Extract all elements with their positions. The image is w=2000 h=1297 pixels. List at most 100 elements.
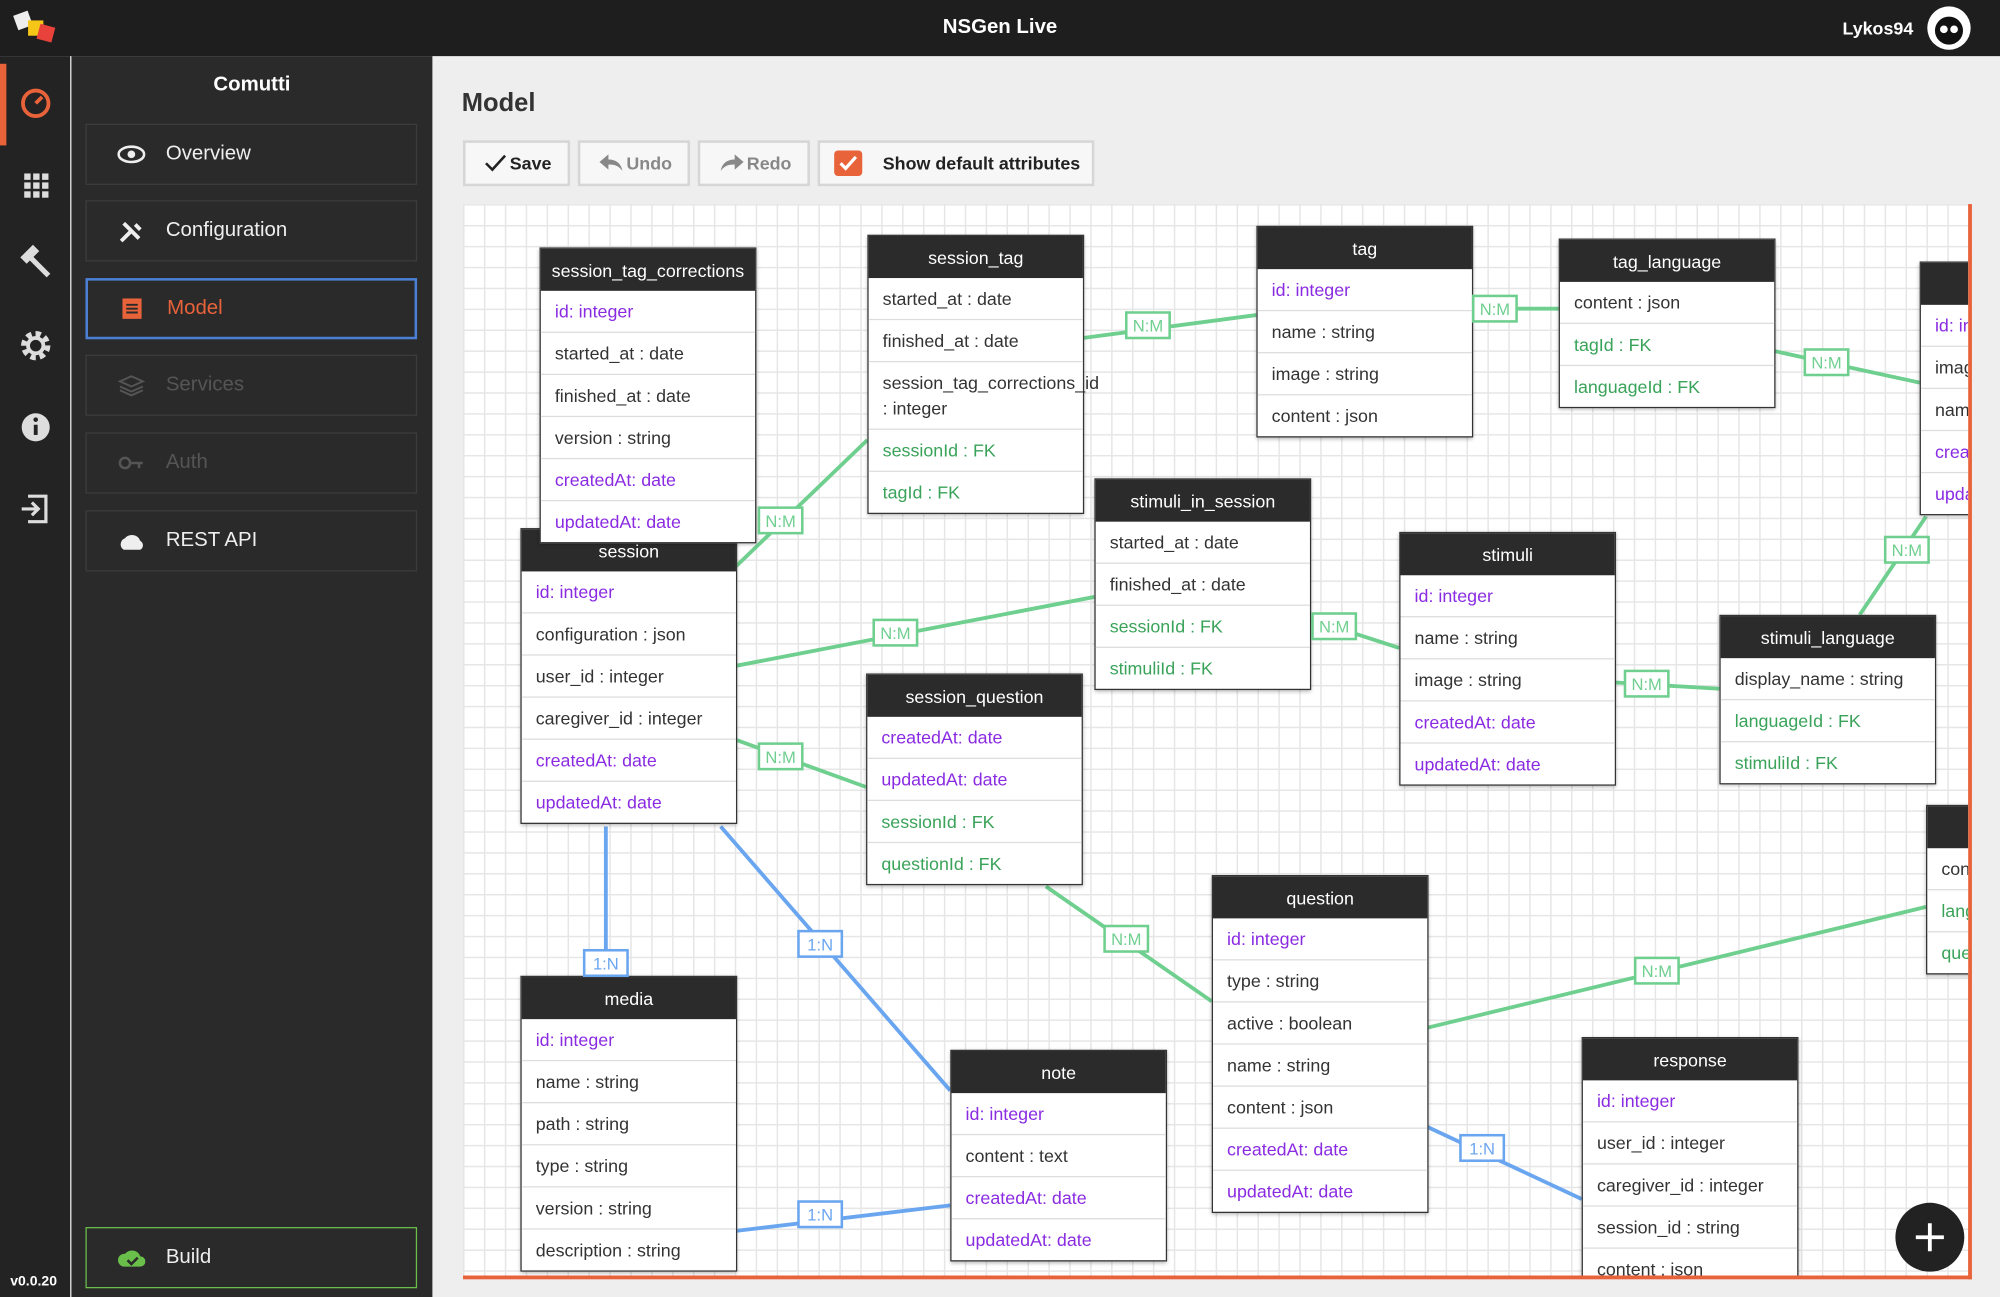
entity-field: createdAt: date <box>521 740 736 782</box>
entity-field: display_name : string <box>1720 658 1935 701</box>
entity-field: createdAt: date <box>1400 702 1615 744</box>
entity[interactable]: note id: integer content : text createdAt: … <box>950 1049 1168 1262</box>
entity[interactable]: session_tag started_at : date finished_at … <box>867 234 1099 515</box>
project-name: Comutti <box>213 73 291 96</box>
entity[interactable]: id: integerimage : stringname : stringcr… <box>1919 261 1969 516</box>
entity-field: image : string <box>1257 353 1472 396</box>
entity-field: started_at : date <box>540 333 756 375</box>
nav-item[interactable]: Configuration <box>85 200 418 262</box>
nav-icon <box>118 456 143 470</box>
save-button[interactable]: Save <box>463 140 571 187</box>
entity[interactable]: media id: integer name : string path : stri… <box>520 975 738 1272</box>
entity[interactable]: session_tag_corrections id: integer starte… <box>539 247 757 544</box>
relation-line <box>1308 616 1400 650</box>
entity-field: createdAt: date <box>867 717 1082 759</box>
nav-icon <box>117 145 146 164</box>
nav-item[interactable]: Model <box>85 278 418 340</box>
entity-field: user_id : integer <box>1582 1122 1798 1165</box>
entity[interactable]: content : jsonlanguageId : FK questionId … <box>1926 804 1972 975</box>
settings-icon[interactable] <box>21 330 51 361</box>
relation-line <box>1044 884 1213 1003</box>
entity-field: languageId : FK <box>1573 376 1701 397</box>
nav-item[interactable]: REST API <box>85 510 418 572</box>
redo-label: Redo <box>746 153 792 174</box>
entity-field: updatedAt: date <box>965 1229 1092 1250</box>
nav-label: Overview <box>165 142 251 165</box>
entity-field: content : json <box>1596 1258 1704 1280</box>
entity[interactable]: response id: integer user_id : integer care… <box>1581 1036 1799 1280</box>
entity-field: configuration : json <box>521 614 736 656</box>
entity-field: id: integer <box>1257 269 1472 312</box>
app-title: NSGen Live <box>942 16 1058 39</box>
entity-field: tagId : FK <box>882 482 961 503</box>
entity-field: sessionId : FK <box>868 430 1083 472</box>
relation-line <box>1858 515 1928 616</box>
entity-field: started_at : date <box>868 278 1083 321</box>
entity-field: questionId : FK <box>881 853 1002 874</box>
nav-label: Model <box>167 297 223 319</box>
entity[interactable]: session id: integer configuration : json us… <box>520 528 738 824</box>
entity[interactable]: session_question createdAt: date updatedAt… <box>866 673 1083 886</box>
entity[interactable]: stimuli_language display_name : string lan… <box>1719 614 1937 785</box>
entity-name: stimuli <box>1400 533 1615 576</box>
avatar[interactable] <box>1926 5 1972 51</box>
icon-bar: v0.0.20 <box>0 56 71 1297</box>
entity-field: session_id : string <box>1582 1207 1798 1249</box>
undo-icon <box>599 154 623 171</box>
nav-item: Auth <box>85 432 418 494</box>
entity[interactable]: tag id: integer name : string image : strin… <box>1256 225 1474 438</box>
entity-field: updatedAt: date <box>1934 483 1968 504</box>
entity-field: tagId : FK <box>1559 324 1775 367</box>
model-canvas[interactable]: session id: integer configuration : json us… <box>463 204 1972 1280</box>
entity-field: updatedAt: date <box>554 511 681 532</box>
entity-field: stimuliId : FK <box>1109 658 1213 679</box>
check-icon <box>484 154 506 172</box>
add-button[interactable] <box>1894 1202 1965 1273</box>
entity[interactable]: tag_language content : json tagId : FK lang… <box>1558 238 1776 409</box>
entity-name: tag <box>1257 227 1472 270</box>
entity-field: createdAt: date <box>1920 431 1969 474</box>
build-button[interactable]: Build <box>85 1227 418 1289</box>
entity-field: caregiver_id : integer <box>521 698 736 740</box>
entity-field: languageId : FK <box>1720 700 1935 743</box>
entity-field: id: integer <box>1920 305 1969 347</box>
relation-line <box>1425 905 1927 1030</box>
entity[interactable]: question id: integer type : string active :… <box>1211 874 1429 1214</box>
entity-name: session_tag <box>868 235 1083 279</box>
username[interactable]: Lykos94 <box>1842 17 1914 39</box>
icon-list <box>20 88 51 524</box>
dashboard-icon[interactable] <box>21 88 51 118</box>
entity[interactable]: stimuli_in_session started_at : date finis… <box>1094 478 1312 691</box>
entity-field: questionId : FK <box>1941 942 1972 964</box>
nav-label: Auth <box>165 451 208 474</box>
entity-name: question <box>1213 876 1428 919</box>
save-label: Save <box>509 153 552 174</box>
page-title: Model <box>461 89 536 118</box>
redo-button[interactable]: Redo <box>697 140 810 187</box>
nav-label: REST API <box>165 529 258 552</box>
entity-field: id: integer <box>1213 918 1428 961</box>
checkbox <box>834 150 863 177</box>
entity-field: updatedAt: date <box>867 759 1082 802</box>
nav-icon <box>119 221 142 243</box>
apps-icon[interactable] <box>24 173 49 198</box>
entity-field: content : text <box>951 1135 1166 1178</box>
info-icon[interactable] <box>21 413 50 442</box>
logout-icon[interactable] <box>21 494 48 524</box>
nav-item[interactable]: Overview <box>85 123 418 185</box>
entity-field: content : json <box>1559 282 1775 324</box>
entity-field: finished_at : date <box>868 320 1083 363</box>
entity-field: image : string <box>1920 347 1969 390</box>
entity-field: path : string <box>521 1103 736 1146</box>
relation-line <box>719 825 952 1092</box>
entity[interactable]: stimuli id: integer name : string image : s… <box>1399 531 1617 786</box>
entity-field: type : string <box>1213 960 1428 1003</box>
build-label: Build <box>165 1246 212 1268</box>
entity-field: name : string <box>1213 1045 1428 1087</box>
nav-item: Services <box>85 354 418 416</box>
undo-button[interactable]: Undo <box>577 140 691 187</box>
show-default-toggle[interactable]: Show default attributes <box>817 140 1095 187</box>
entity-field: updatedAt: date <box>1227 1181 1354 1202</box>
entity-field: sessionId : FK <box>867 801 1082 844</box>
build-icon[interactable] <box>20 244 51 278</box>
